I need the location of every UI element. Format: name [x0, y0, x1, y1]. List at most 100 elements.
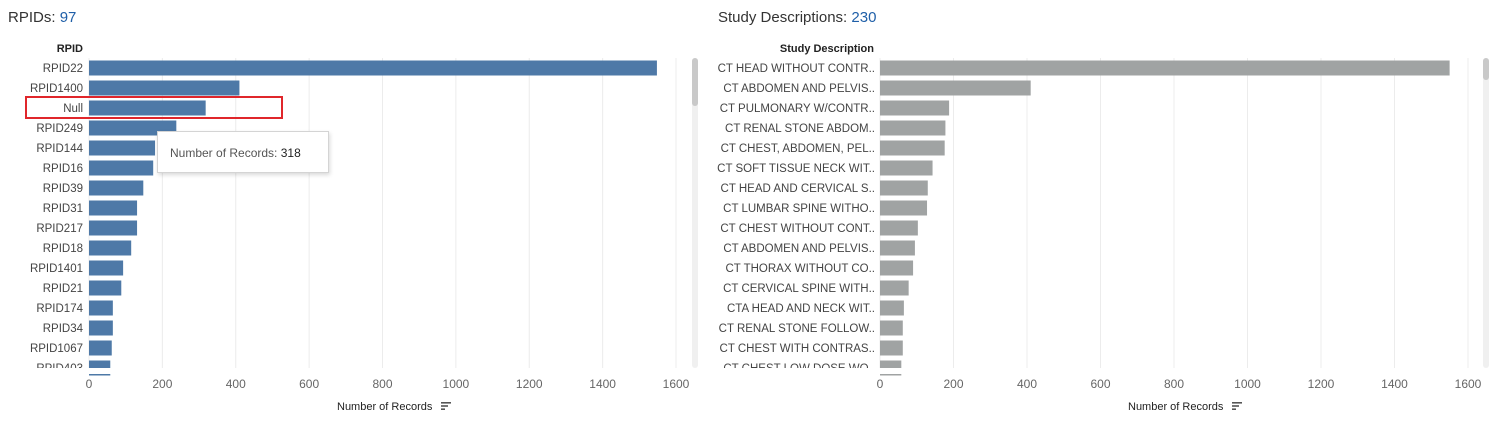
rpid-bar[interactable] [89, 120, 177, 136]
study-description-panel: Study Descriptions: 230 Study Descriptio… [710, 0, 1508, 422]
study-bar[interactable] [880, 100, 950, 116]
rpid-axis-title[interactable]: Number of Records [337, 401, 452, 414]
study-bar[interactable] [880, 300, 904, 316]
rpid-row-header[interactable]: RPID [56, 43, 83, 55]
study-row-label[interactable]: CT SOFT TISSUE NECK WIT.. [717, 163, 875, 175]
study-bar[interactable] [880, 160, 933, 176]
rpid-x-tick-label: 800 [372, 377, 392, 391]
rpid-bar[interactable] [89, 100, 206, 116]
study-x-tick-label: 600 [1090, 377, 1110, 391]
study-row-label[interactable]: CT RENAL STONE FOLLOW.. [719, 323, 875, 335]
study-scrollbar-thumb[interactable] [1483, 58, 1489, 80]
highlight-box [25, 96, 283, 119]
rpid-bar[interactable] [89, 240, 132, 256]
study-bar[interactable] [880, 80, 1031, 96]
study-x-tick-label: 1200 [1308, 377, 1335, 391]
study-x-tick-label: 1600 [1455, 377, 1482, 391]
rpid-row-label[interactable]: RPID31 [43, 203, 83, 215]
study-x-tick-label: 200 [943, 377, 963, 391]
study-bar[interactable] [880, 260, 914, 276]
study-x-tick-label: 0 [877, 377, 884, 391]
rpid-axis-title-label: Number of Records [337, 401, 433, 413]
study-row-header[interactable]: Study Description [779, 43, 874, 55]
rpid-scrollbar[interactable] [692, 58, 698, 368]
study-axis-title[interactable]: Number of Records [1128, 401, 1243, 414]
rpid-title-label: RPIDs: [8, 9, 56, 26]
study-row-label[interactable]: CT PULMONARY W/CONTR.. [720, 103, 875, 115]
study-bar[interactable] [880, 340, 903, 356]
rpid-row-label[interactable]: RPID217 [36, 223, 83, 235]
rpid-row-label[interactable]: RPID39 [43, 183, 83, 195]
rpid-bar[interactable] [89, 300, 113, 316]
tooltip: Number of Records: 318 [157, 131, 329, 173]
rpid-x-tick-label: 400 [226, 377, 246, 391]
study-title-label: Study Descriptions: [718, 9, 848, 26]
rpid-row-label[interactable]: RPID1400 [30, 83, 83, 95]
study-bar[interactable] [880, 120, 946, 136]
sort-icon[interactable] [1231, 401, 1243, 414]
rpid-title-count[interactable]: 97 [59, 9, 77, 26]
rpid-x-tick-label: 1600 [663, 377, 690, 391]
rpid-row-label[interactable]: RPID34 [43, 323, 84, 335]
study-row-label[interactable]: CT RENAL STONE ABDOM.. [725, 123, 875, 135]
rpid-bar[interactable] [89, 80, 240, 96]
study-row-label[interactable]: CT ABDOMEN AND PELVIS.. [723, 83, 875, 95]
study-bar[interactable] [880, 140, 945, 156]
rpid-row-label[interactable]: RPID144 [36, 143, 83, 155]
study-row-label[interactable]: CT CERVICAL SPINE WITH.. [723, 283, 875, 295]
study-clip-cover [710, 368, 1508, 374]
rpid-row-label[interactable]: RPID174 [36, 303, 83, 315]
study-row-label[interactable]: CTA HEAD AND NECK WIT.. [727, 303, 875, 315]
study-row-label[interactable]: CT CHEST WITHOUT CONT.. [720, 223, 875, 235]
rpid-bar[interactable] [89, 140, 156, 156]
study-x-tick-label: 800 [1164, 377, 1184, 391]
rpid-row-label[interactable]: RPID1401 [30, 263, 83, 275]
study-row-label[interactable]: CT HEAD AND CERVICAL S.. [721, 183, 875, 195]
rpid-row-label[interactable]: Null [63, 103, 83, 115]
rpid-bar[interactable] [89, 60, 657, 76]
study-bar[interactable] [880, 180, 928, 196]
rpid-x-tick-label: 1200 [516, 377, 543, 391]
study-bar[interactable] [880, 280, 909, 296]
rpid-bar[interactable] [89, 340, 112, 356]
study-row-label[interactable]: CT CHEST WITH CONTRAS.. [720, 343, 875, 355]
rpid-bar[interactable] [89, 220, 138, 236]
rpid-row-label[interactable]: RPID22 [43, 63, 83, 75]
study-bar[interactable] [880, 60, 1450, 76]
study-x-tick-label: 1400 [1381, 377, 1408, 391]
study-axis-title-label: Number of Records [1128, 401, 1224, 413]
rpid-row-label[interactable]: RPID18 [43, 243, 83, 255]
rpid-bar[interactable] [89, 200, 138, 216]
rpid-panel: RPIDs: 97 RPID 0 200 400 600 800 1000 1200 1400… [0, 0, 700, 422]
rpid-panel-title: RPIDs: 97 [8, 9, 76, 26]
study-x-tick-label: 1000 [1234, 377, 1261, 391]
study-bar[interactable] [880, 220, 918, 236]
rpid-scrollbar-thumb[interactable] [692, 58, 698, 106]
sort-icon[interactable] [440, 401, 452, 414]
rpid-bar[interactable] [89, 160, 154, 176]
tooltip-value: 318 [280, 146, 301, 160]
study-scrollbar[interactable] [1483, 58, 1489, 368]
study-bar[interactable] [880, 320, 903, 336]
study-row-label[interactable]: CT LUMBAR SPINE WITHO.. [723, 203, 875, 215]
rpid-x-tick-label: 1400 [589, 377, 616, 391]
study-row-label[interactable]: CT CHEST, ABDOMEN, PEL.. [721, 143, 875, 155]
study-row-label[interactable]: CT HEAD WITHOUT CONTR.. [718, 63, 875, 75]
study-row-label[interactable]: CT THORAX WITHOUT CO.. [725, 263, 875, 275]
study-bar[interactable] [880, 240, 915, 256]
rpid-row-label[interactable]: RPID1067 [30, 343, 83, 355]
rpid-row-label[interactable]: RPID249 [36, 123, 83, 135]
rpid-row-label[interactable]: RPID21 [43, 283, 83, 295]
rpid-bar[interactable] [89, 260, 124, 276]
rpid-row-label[interactable]: RPID16 [43, 163, 83, 175]
study-title-count[interactable]: 230 [851, 9, 877, 26]
rpid-bar[interactable] [89, 320, 113, 336]
rpid-bar[interactable] [89, 280, 122, 296]
study-bar[interactable] [880, 200, 928, 216]
rpid-x-tick-label: 200 [152, 377, 172, 391]
rpid-x-tick-label: 0 [86, 377, 93, 391]
rpid-bar[interactable] [89, 180, 144, 196]
rpid-x-tick-label: 600 [299, 377, 319, 391]
rpid-clip-cover [0, 368, 700, 374]
study-row-label[interactable]: CT ABDOMEN AND PELVIS.. [723, 243, 875, 255]
